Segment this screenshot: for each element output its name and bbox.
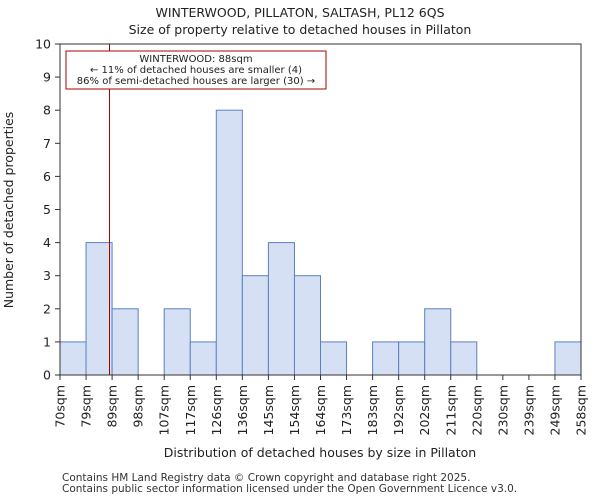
y-tick-label: 10 bbox=[35, 37, 51, 52]
marker-annotation: WINTERWOOD: 88sqm← 11% of detached house… bbox=[65, 50, 327, 90]
histogram-bar bbox=[424, 308, 452, 376]
x-tick-label: 220sqm bbox=[469, 385, 484, 435]
histogram-bar bbox=[398, 341, 426, 376]
x-tick-label: 154sqm bbox=[287, 385, 302, 435]
x-axis-label: Distribution of detached houses by size … bbox=[164, 445, 476, 460]
x-tick-label: 145sqm bbox=[261, 385, 276, 435]
histogram-bar bbox=[372, 341, 400, 376]
annotation-line: ← 11% of detached houses are smaller (4) bbox=[90, 65, 302, 76]
y-tick-label: 1 bbox=[43, 334, 51, 349]
y-tick-label: 5 bbox=[43, 202, 51, 217]
histogram-bar bbox=[189, 341, 217, 376]
chart-title-block: WINTERWOOD, PILLATON, SALTASH, PL12 6QS … bbox=[0, 4, 600, 38]
y-tick-label: 8 bbox=[43, 103, 51, 118]
y-axis-label: Number of detached properties bbox=[1, 112, 16, 309]
annotation-line: 86% of semi-detached houses are larger (… bbox=[77, 76, 315, 87]
y-tick-label: 3 bbox=[43, 268, 51, 283]
histogram-bar bbox=[241, 275, 269, 376]
x-tick-label: 230sqm bbox=[495, 385, 510, 435]
x-tick-label: 107sqm bbox=[157, 385, 172, 435]
x-axis-ticks: 70sqm 79sqm 89sqm 98sqm 107sqm 117sqm 126sqm 13… bbox=[53, 375, 589, 435]
y-tick-label: 2 bbox=[43, 301, 51, 316]
histogram-bar bbox=[554, 341, 582, 376]
x-tick-label: 173sqm bbox=[339, 385, 354, 435]
y-axis-ticks: 0 1 2 3 4 5 6 7 8 9 10 bbox=[35, 37, 60, 383]
x-tick-label: 70sqm bbox=[53, 385, 68, 428]
x-tick-label: 117sqm bbox=[183, 385, 198, 435]
histogram-bar bbox=[267, 242, 295, 376]
y-tick-label: 6 bbox=[43, 169, 51, 184]
histogram-bar bbox=[215, 109, 243, 376]
x-tick-label: 164sqm bbox=[313, 385, 328, 435]
x-tick-label: 79sqm bbox=[79, 385, 94, 428]
footer-line-1: Contains HM Land Registry data © Crown c… bbox=[62, 472, 471, 484]
annotation-line: WINTERWOOD: 88sqm bbox=[139, 54, 252, 65]
y-tick-label: 7 bbox=[43, 136, 51, 151]
x-tick-label: 126sqm bbox=[209, 385, 224, 435]
x-tick-label: 211sqm bbox=[443, 385, 458, 435]
bars-group bbox=[59, 109, 582, 376]
x-tick-label: 136sqm bbox=[235, 385, 250, 435]
histogram-bar bbox=[163, 308, 191, 376]
histogram-bar bbox=[450, 341, 478, 376]
y-tick-label: 4 bbox=[43, 235, 51, 250]
plot-frame bbox=[59, 43, 582, 376]
x-tick-label: 89sqm bbox=[105, 385, 120, 428]
x-tick-label: 249sqm bbox=[547, 385, 562, 435]
x-tick-label: 183sqm bbox=[365, 385, 380, 435]
histogram-bar bbox=[320, 341, 348, 376]
x-tick-label: 192sqm bbox=[391, 385, 406, 435]
histogram-bar bbox=[85, 242, 113, 376]
y-tick-label: 0 bbox=[43, 368, 51, 383]
histogram-chart: 0 1 2 3 4 5 6 7 8 9 10 70sqm 79sqm 89sqm 98sqm 107sqm 1… bbox=[1, 37, 589, 461]
x-tick-label: 258sqm bbox=[574, 385, 589, 435]
chart-title: WINTERWOOD, PILLATON, SALTASH, PL12 6QS bbox=[155, 5, 445, 20]
histogram-bar bbox=[59, 341, 87, 376]
footer-line-2: Contains public sector information licen… bbox=[62, 483, 518, 495]
histogram-bar bbox=[111, 308, 139, 376]
x-tick-label: 202sqm bbox=[417, 385, 432, 435]
footer: Contains HM Land Registry data © Crown c… bbox=[62, 473, 517, 495]
chart-subtitle: Size of property relative to detached ho… bbox=[128, 22, 472, 37]
y-tick-label: 9 bbox=[43, 70, 51, 85]
x-tick-label: 239sqm bbox=[521, 385, 536, 435]
histogram-bar bbox=[293, 275, 322, 376]
annotation-box bbox=[65, 50, 327, 90]
x-tick-label: 98sqm bbox=[131, 385, 146, 428]
